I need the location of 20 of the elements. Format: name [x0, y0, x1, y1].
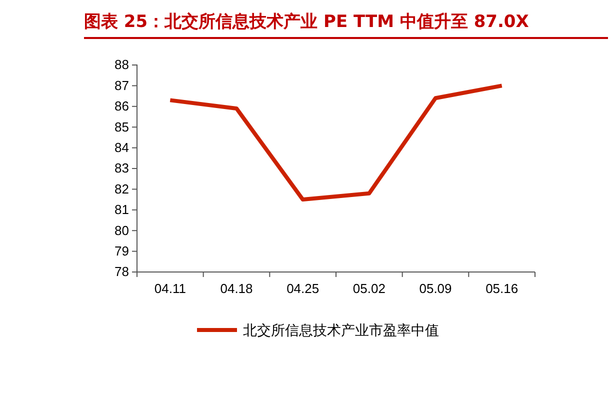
x-tick-label: 05.16 [486, 281, 518, 296]
y-tick-label: 83 [114, 160, 129, 176]
line-series [168, 84, 504, 202]
x-tick-label: 05.09 [419, 281, 452, 296]
chart-title: 图表 25：北交所信息技术产业 PE TTM 中值升至 87.0X [84, 12, 529, 32]
x-tick-label: 04.18 [220, 281, 253, 296]
x-tick-label: 04.11 [154, 281, 186, 296]
y-tick-label: 79 [114, 243, 129, 258]
y-tick-label: 84 [114, 140, 129, 155]
x-tick-label: 05.02 [352, 281, 386, 296]
y-tick-label: 88 [114, 57, 129, 72]
y-tick-label: 85 [114, 119, 129, 134]
legend-label: 北交所信息技术产业市盈率中值 [243, 323, 439, 339]
x-tick-label: 04.25 [286, 281, 320, 296]
y-tick-label: 86 [114, 98, 129, 114]
y-tick-label: 81 [114, 202, 129, 218]
y-tick-label: 82 [114, 181, 129, 196]
y-tick-label: 87 [114, 78, 129, 93]
y-tick-label: 80 [114, 222, 129, 238]
y-tick-label: 78 [114, 264, 129, 280]
